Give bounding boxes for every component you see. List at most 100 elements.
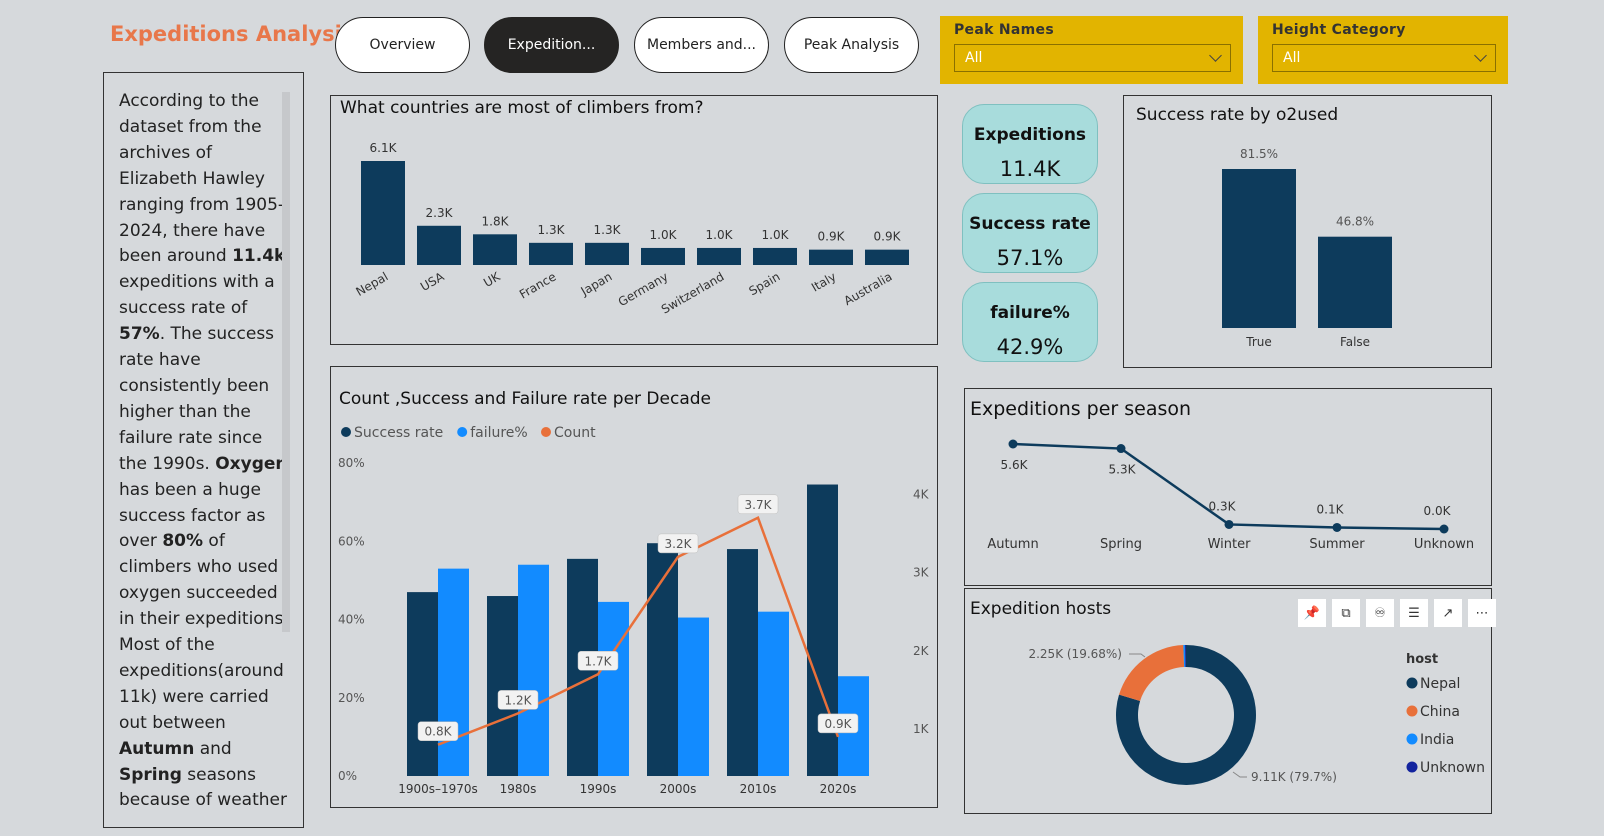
donut-slice-unknown [1185, 645, 1186, 668]
decade-chart-panel: Count ,Success and Failure rate per Deca… [330, 366, 938, 808]
countries-chart-panel: What countries are most of climbers from… [330, 95, 938, 345]
narrative-text: According to the dataset from the archiv… [119, 91, 289, 811]
country-bar-label: 2.3K [426, 206, 454, 220]
donut-slice-china [1119, 645, 1185, 702]
country-bar-label: 1.3K [594, 223, 622, 237]
filter-icon[interactable]: ☰ [1400, 599, 1428, 627]
donut-data-label: 9.11K (79.7%) [1251, 770, 1337, 784]
legend-title: host [1406, 652, 1438, 667]
season-tick-label: Summer [1309, 537, 1365, 552]
country-tick-label: Australia [842, 269, 895, 308]
kpi-value: 42.9% [996, 335, 1064, 359]
y2-tick-label: 1K [913, 722, 930, 736]
slicer-peak-names: Peak Names All [940, 16, 1243, 84]
country-bar-label: 6.1K [370, 141, 398, 155]
o2-tick-label: True [1245, 335, 1272, 349]
nav-button-expeditions[interactable]: Expedition... [484, 17, 619, 73]
country-bar-label: 1.3K [538, 223, 566, 237]
slicer-label: Height Category [1272, 22, 1406, 38]
legend-marker [457, 427, 468, 437]
count-label-box [577, 651, 619, 671]
count-data-label: 3.7K [745, 498, 773, 512]
x-tick-label: 2020s [820, 782, 857, 796]
country-tick-label: Nepal [353, 269, 390, 298]
season-point [1008, 439, 1018, 449]
legend-label: failure% [470, 425, 528, 441]
legend-marker [341, 427, 351, 437]
count-label-box [817, 713, 859, 734]
donut-slice-nepal [1116, 645, 1256, 785]
bell-icon[interactable]: ♾ [1366, 599, 1394, 627]
decade-chart-title: Count ,Success and Failure rate per Deca… [339, 389, 711, 409]
season-tick-label: Unknown [1414, 537, 1474, 552]
success-rate-bar [727, 549, 758, 776]
country-bar [417, 225, 461, 265]
legend-label: China [1420, 704, 1460, 720]
country-tick-label: Italy [809, 269, 839, 294]
season-tick-label: Spring [1100, 537, 1142, 552]
leader-line [1129, 653, 1146, 658]
country-tick-label: UK [481, 269, 503, 290]
y-tick-label: 40% [338, 613, 365, 627]
season-data-label: 0.3K [1209, 499, 1237, 513]
kpi-card-expeditions: Expeditions 11.4K [962, 104, 1098, 184]
kpi-value: 57.1% [996, 246, 1064, 270]
legend-marker [1406, 677, 1418, 689]
success-rate-bar [487, 596, 518, 776]
legend-label: Nepal [1420, 676, 1460, 692]
leader-line [1232, 771, 1247, 778]
nav-button-overview[interactable]: Overview [335, 17, 470, 73]
y2-tick-label: 4K [913, 487, 930, 501]
height-category-dropdown[interactable]: All [1272, 44, 1496, 72]
season-tick-label: Winter [1208, 537, 1252, 552]
pin-icon[interactable]: 📌 [1298, 599, 1326, 627]
y2-tick-label: 3K [913, 566, 930, 580]
o2-chart-title: Success rate by o2used [1136, 105, 1339, 125]
season-line-chart: 5.6K Autumn 5.3K Spring 0.3K Winter 0.1K Summer… [987, 439, 1474, 552]
country-tick-label: Japan [578, 269, 615, 298]
country-bar [641, 247, 685, 265]
count-data-label: 1.7K [585, 654, 613, 668]
narrative-textbox: According to the dataset from the archiv… [103, 72, 304, 828]
failure-rate-bar [598, 601, 629, 776]
narrative-scrollbar[interactable] [282, 92, 290, 632]
country-bar-label: 1.0K [706, 228, 734, 242]
count-label-box [417, 721, 459, 741]
country-bar [697, 247, 741, 265]
visual-toolbar: 📌 ⧉ ♾ ☰ ↗ ⋯ [1298, 599, 1502, 627]
success-rate-bar [407, 592, 438, 776]
copy-icon[interactable]: ⧉ [1332, 599, 1360, 627]
country-bar-label: 0.9K [818, 230, 846, 244]
country-bar-label: 1.8K [482, 214, 510, 228]
legend-marker [1406, 733, 1418, 745]
peak-names-dropdown[interactable]: All [954, 44, 1231, 72]
more-icon[interactable]: ⋯ [1468, 599, 1496, 627]
o2-bar [1222, 169, 1296, 328]
count-label-box [737, 494, 779, 515]
page-title: Expeditions Analysis [110, 22, 355, 46]
donut-data-label: 2.25K (19.68%) [1028, 647, 1122, 661]
country-bar-label: 1.0K [762, 228, 790, 242]
country-bar-label: 1.0K [650, 228, 678, 242]
o2-tick-label: False [1340, 335, 1370, 349]
hosts-donut-chart: 2.25K (19.68%) 9.11K (79.7%) host Nepal Chin… [1028, 645, 1485, 785]
country-bar-label: 0.9K [874, 230, 902, 244]
season-tick-label: Autumn [987, 537, 1038, 552]
chevron-down-icon [1474, 49, 1487, 62]
season-data-label: 5.3K [1109, 463, 1137, 477]
country-bar [753, 247, 797, 265]
y2-tick-label: 2K [913, 644, 930, 658]
country-tick-label: Switzerland [659, 269, 727, 316]
x-tick-label: 1900s–1970s [398, 782, 478, 796]
season-point [1332, 522, 1342, 532]
hosts-chart-title: Expedition hosts [970, 599, 1112, 619]
kpi-card-success-rate: Success rate 57.1% [962, 193, 1098, 273]
nav-button-peak-analysis[interactable]: Peak Analysis [784, 17, 919, 73]
count-label-box [657, 533, 699, 554]
legend-label: Success rate [354, 425, 443, 441]
season-chart-panel: Expeditions per season 5.6K Autumn 5.3K Spr… [964, 388, 1492, 586]
nav-button-members[interactable]: Members and... [634, 17, 769, 73]
kpi-card-failure: failure% 42.9% [962, 282, 1098, 362]
focus-icon[interactable]: ↗ [1434, 599, 1462, 627]
kpi-label: failure% [990, 303, 1070, 323]
